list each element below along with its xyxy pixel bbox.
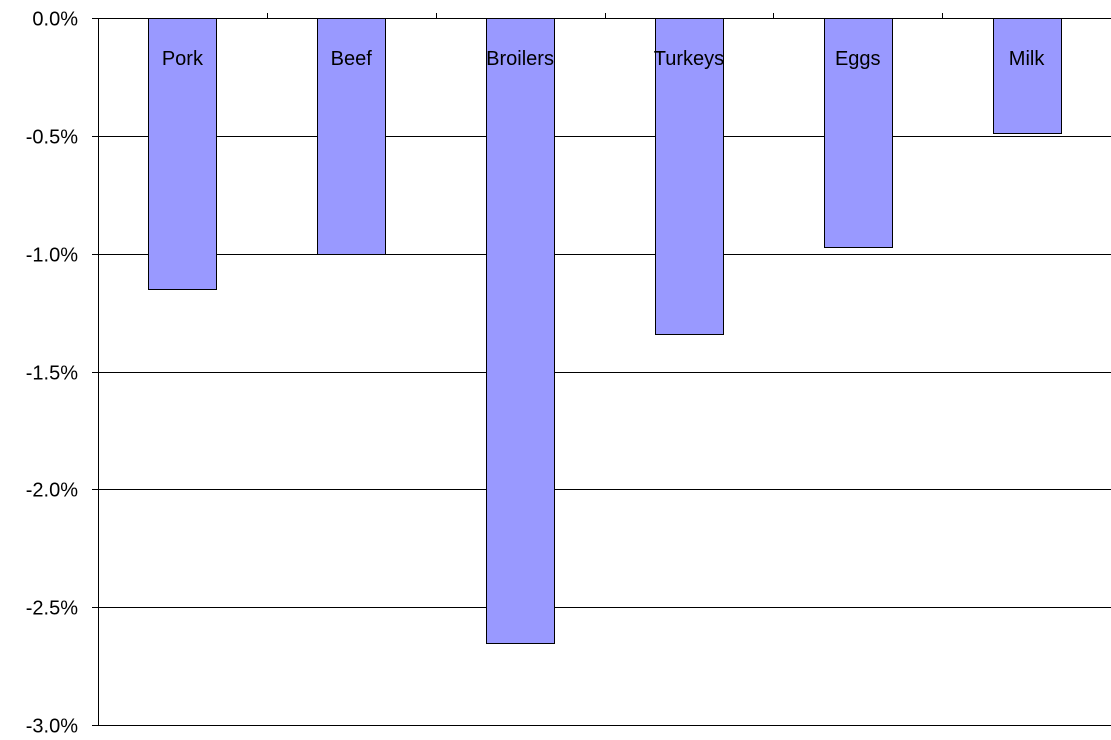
category-label-milk: Milk	[1009, 48, 1046, 70]
bar-broilers	[486, 18, 555, 644]
category-labels: Pork Beef Broilers Turkeys Eggs Milk	[162, 48, 1046, 70]
category-label-broilers: Broilers	[486, 48, 554, 70]
gridlines	[98, 18, 1111, 726]
bar-pork	[148, 18, 217, 290]
bar-turkeys	[655, 18, 724, 335]
category-label-turkeys: Turkeys	[654, 48, 724, 70]
y-tick-label: -2.0%	[26, 480, 78, 502]
y-tick-label: -0.5%	[26, 127, 78, 149]
y-tick-label: -1.5%	[26, 363, 78, 385]
category-label-beef: Beef	[331, 48, 373, 70]
bars	[148, 18, 1062, 644]
bar-beef	[317, 18, 386, 255]
category-label-eggs: Eggs	[835, 48, 881, 70]
category-label-pork: Pork	[162, 48, 204, 70]
y-tick-label: -1.0%	[26, 245, 78, 267]
y-tick-label: -2.5%	[26, 598, 78, 620]
bar-eggs	[824, 18, 893, 248]
y-tick-label: -3.0%	[26, 716, 78, 738]
y-tick-label: 0.0%	[32, 9, 78, 31]
axes	[92, 13, 943, 726]
y-tick-labels: 0.0% -0.5% -1.0% -1.5% -2.0% -2.5% -3.0%	[26, 9, 78, 738]
bar-milk	[993, 18, 1062, 134]
